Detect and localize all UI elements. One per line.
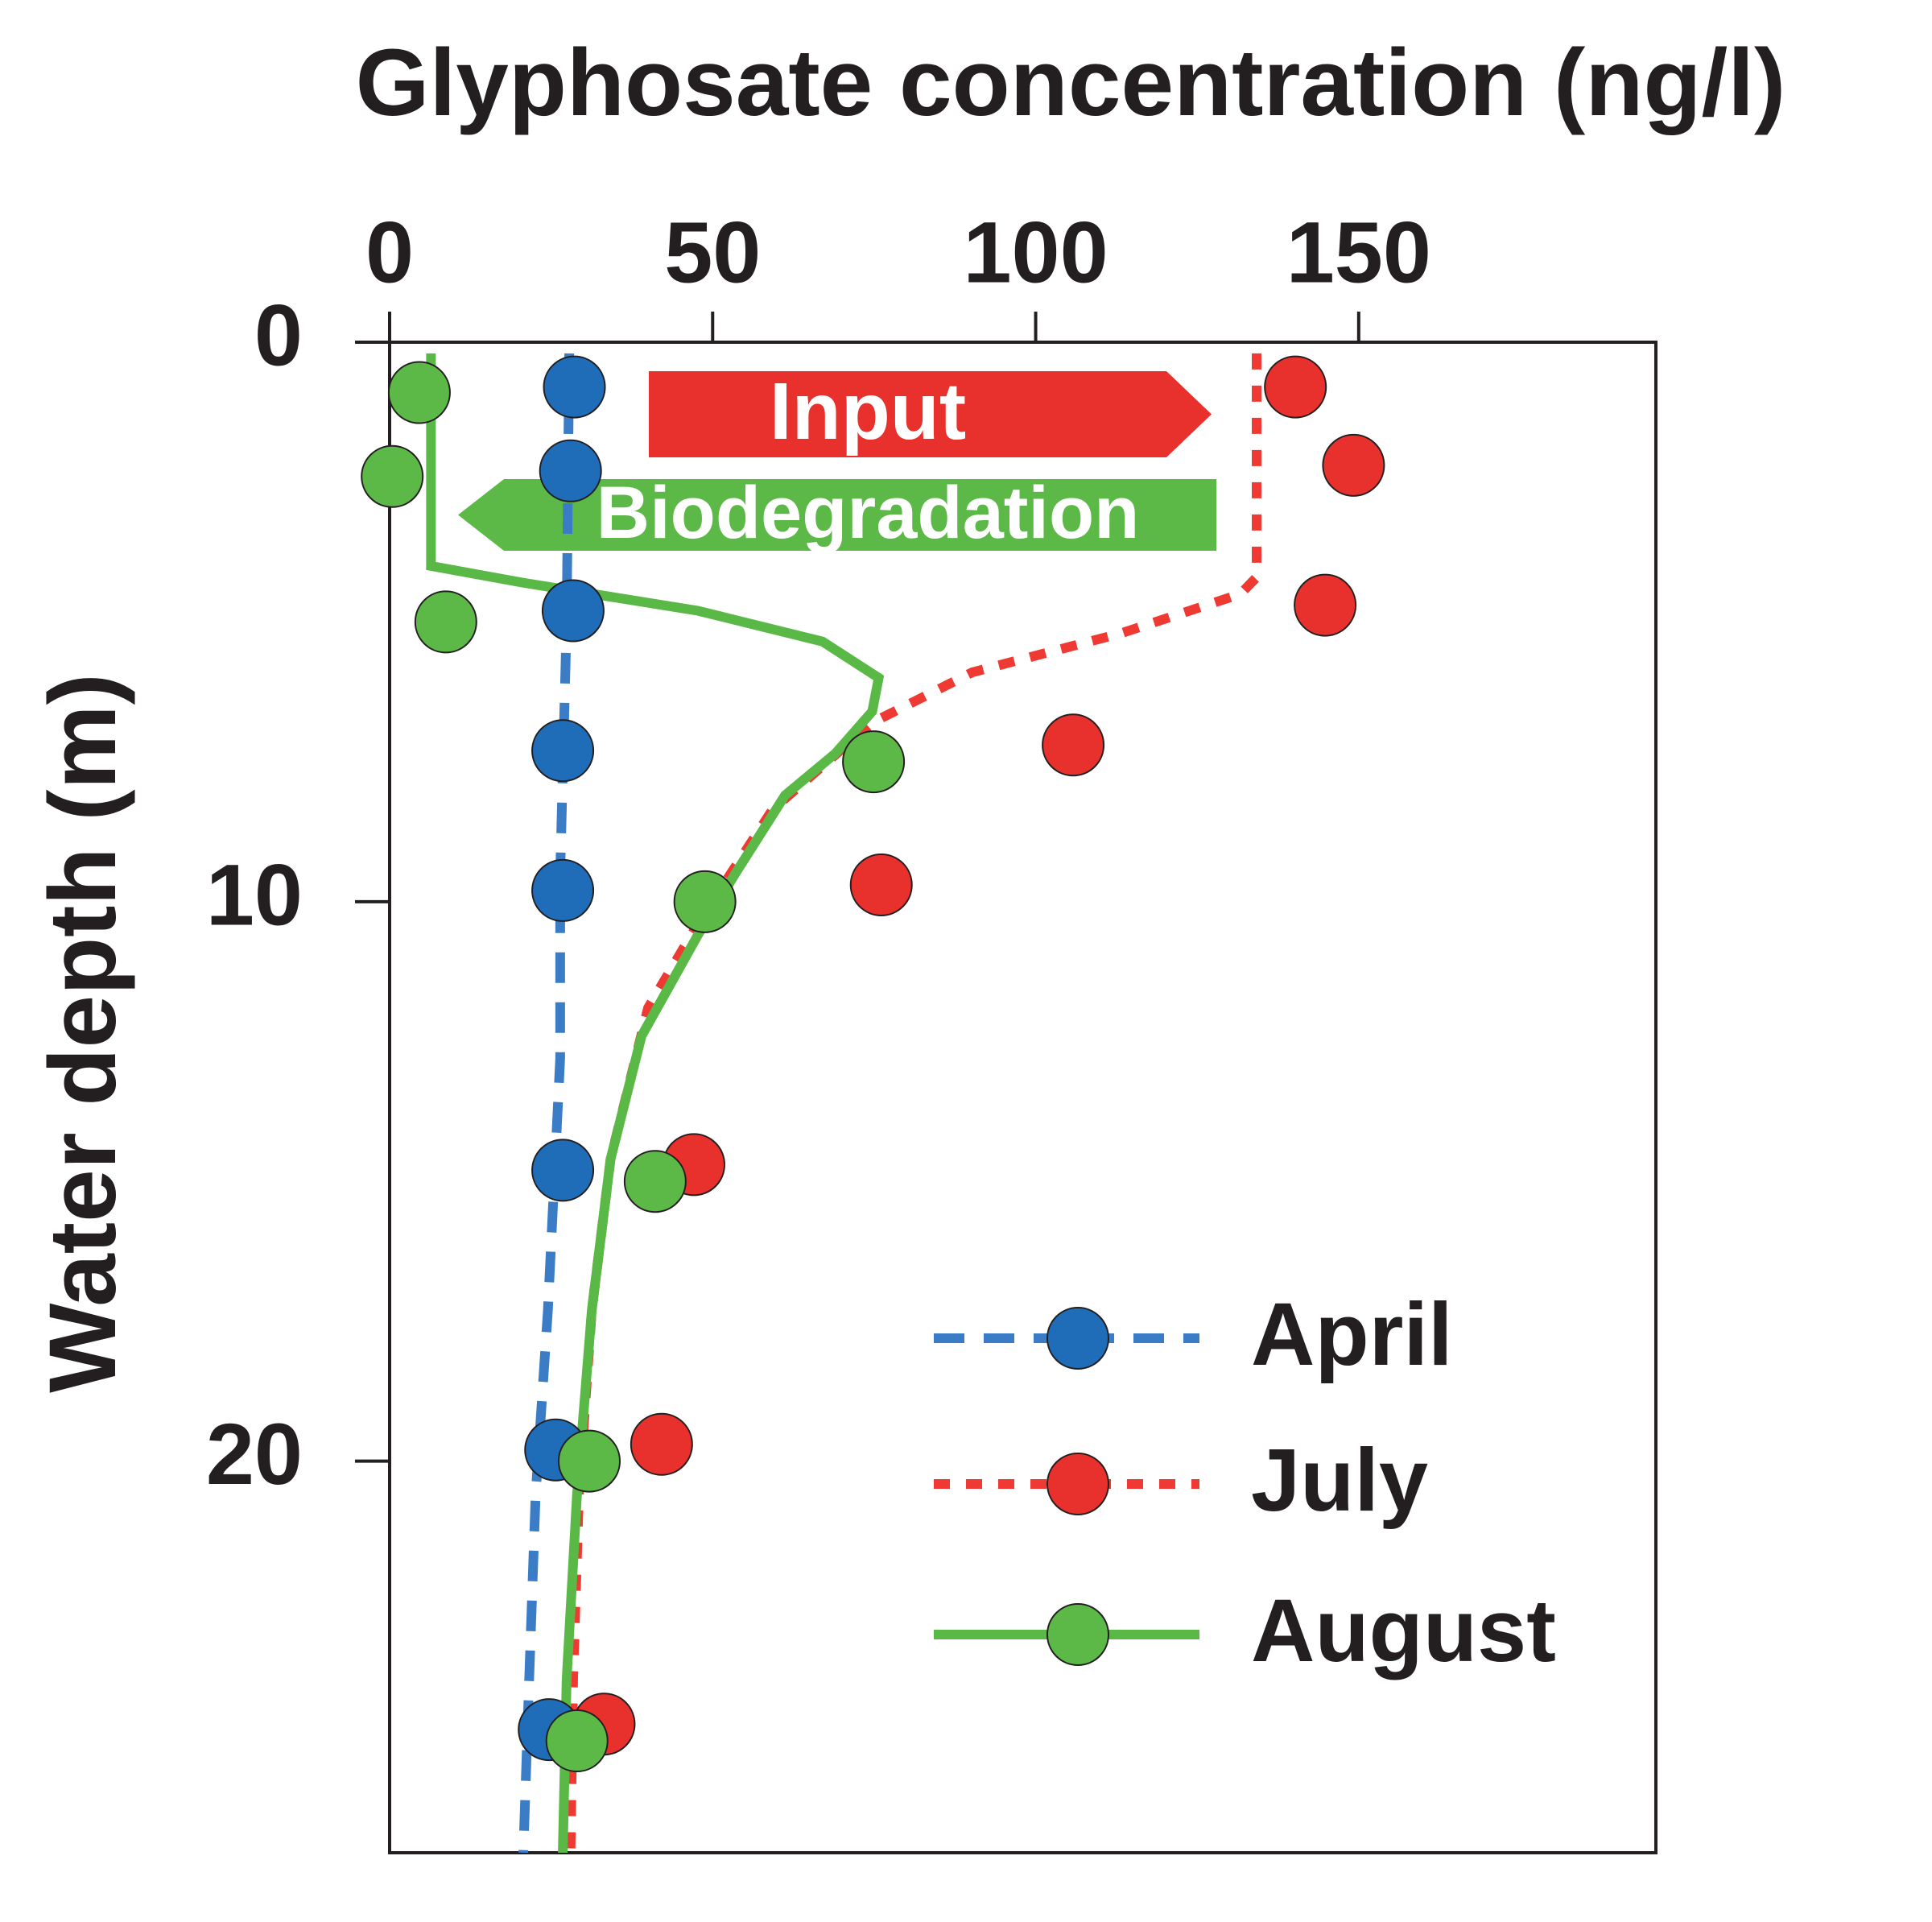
legend-marker [1046, 1307, 1109, 1370]
data-point [557, 1429, 621, 1493]
data-point [545, 1709, 609, 1773]
data-point [1264, 355, 1327, 419]
data-point [387, 361, 451, 424]
plot-frame [388, 341, 1657, 1854]
y-tick-label: 20 [206, 1405, 303, 1502]
legend-marker [1046, 1453, 1109, 1515]
data-point [673, 870, 737, 933]
annotation-arrow [649, 371, 1212, 457]
y-tick-label: 0 [254, 287, 303, 384]
data-point [531, 1139, 595, 1202]
data-point [849, 853, 913, 916]
data-point [543, 355, 606, 419]
data-point [630, 1412, 693, 1476]
data-point [531, 858, 595, 922]
data-point [1042, 713, 1105, 777]
data-point [531, 719, 595, 783]
chart-title: Glyphosate concentration (ng/l) [356, 30, 1786, 136]
annotation-arrow [458, 479, 1216, 551]
y-axis-title: Water depth (m) [30, 673, 136, 1393]
x-tick-label: 0 [365, 204, 414, 301]
annotation-text: Input [770, 366, 966, 457]
legend-label: April [1251, 1285, 1453, 1384]
fit-line [565, 353, 1262, 1853]
legend-label: July [1251, 1431, 1428, 1530]
data-point [623, 1150, 687, 1213]
x-tick-label: 50 [664, 204, 761, 301]
data-point [1294, 573, 1357, 637]
data-point [842, 730, 906, 794]
y-tick-label: 10 [206, 845, 303, 943]
x-tick-label: 100 [963, 204, 1108, 301]
data-point [361, 444, 424, 508]
data-point [414, 590, 477, 654]
x-tick-label: 150 [1286, 204, 1431, 301]
data-point [541, 579, 605, 643]
fit-line [518, 353, 575, 1853]
data-point [539, 439, 602, 502]
legend-marker [1046, 1603, 1109, 1666]
legend-label: August [1251, 1581, 1556, 1680]
data-point [1322, 433, 1385, 497]
annotation-text: Biodegradation [597, 472, 1140, 554]
fit-line [426, 353, 885, 1853]
